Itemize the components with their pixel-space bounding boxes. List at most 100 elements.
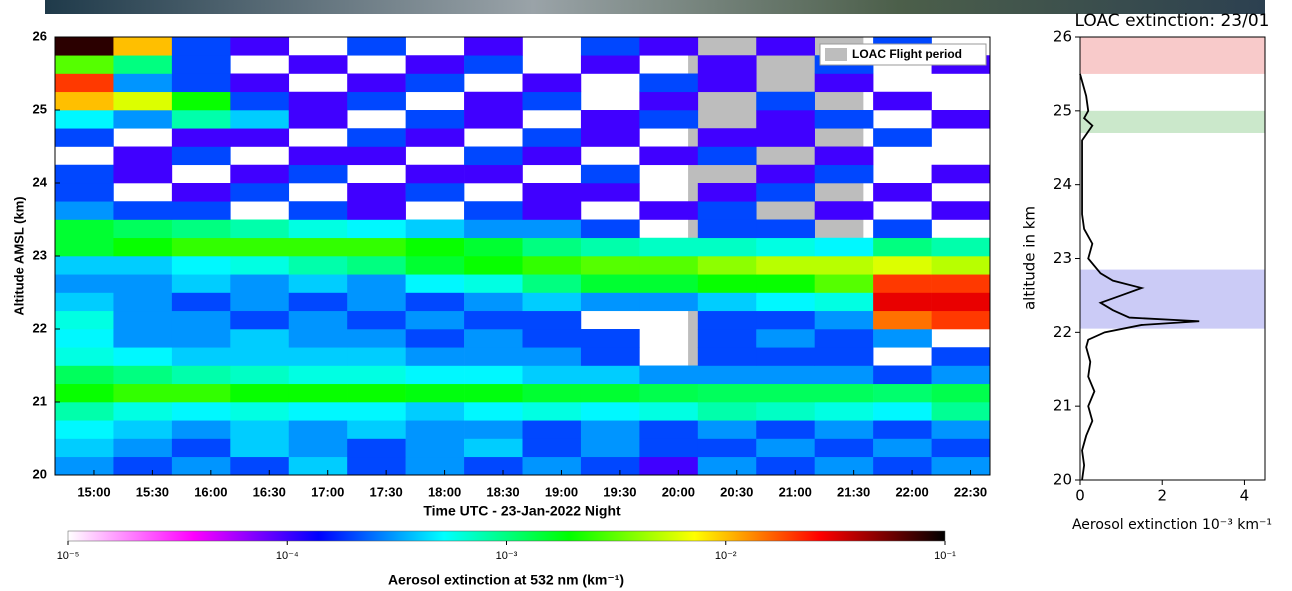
y-axis-label: altitude in km (1021, 206, 1039, 310)
heat-cell (347, 329, 406, 348)
heat-cell (580, 274, 640, 293)
heat-cell (288, 55, 348, 74)
x-tick-label: 17:30 (370, 484, 403, 499)
heat-cell (931, 292, 991, 312)
heat-cell (814, 274, 874, 293)
heat-cell (347, 146, 406, 166)
heat-cell (697, 438, 757, 458)
y-tick-label: 20 (1053, 471, 1072, 489)
y-tick-label: 22 (1053, 323, 1072, 341)
heat-cell (697, 456, 757, 476)
heat-cell (230, 110, 290, 129)
heat-cell (347, 256, 406, 275)
x-tick-label: 20:00 (662, 484, 695, 499)
profile-line (1079, 73, 1200, 481)
y-tick-label: 26 (33, 28, 47, 43)
heat-cell (814, 347, 874, 366)
heat-cell (405, 347, 465, 366)
heat-cell (522, 329, 582, 348)
heat-cell (171, 310, 231, 330)
heat-cell (347, 310, 406, 330)
heat-cell (814, 329, 874, 348)
legend-label: LOAC Flight period (852, 47, 962, 61)
heat-cell (931, 365, 991, 385)
heat-cell (171, 347, 231, 366)
heat-cell (756, 383, 815, 403)
heat-cell (873, 274, 932, 293)
y-tick-label: 25 (1053, 101, 1072, 119)
heat-cell (113, 438, 173, 458)
heat-cell (873, 383, 932, 403)
heat-cell (814, 110, 874, 129)
heat-cell (171, 183, 231, 202)
heat-cell (580, 456, 640, 476)
heat-cell (113, 37, 173, 56)
heat-cell (171, 402, 231, 421)
heat-cell (814, 365, 874, 385)
heat-cell (171, 91, 231, 111)
heat-cell (814, 402, 874, 421)
heat-cell (288, 110, 348, 129)
heat-cell (464, 91, 523, 111)
heat-cell (522, 347, 582, 366)
heat-cell (697, 274, 757, 293)
heat-cell (873, 292, 932, 312)
heat-cell (639, 73, 699, 93)
profile-panel: LOAC extinction: 23/01 altitude in km Ae… (1021, 11, 1273, 533)
heat-cell (171, 329, 231, 348)
heat-cell (639, 91, 699, 111)
heat-cell (756, 237, 815, 257)
heat-cell (873, 183, 932, 202)
heat-cell (55, 347, 114, 366)
heat-cell (230, 365, 290, 385)
heat-cell (814, 310, 874, 330)
heat-cell (230, 438, 290, 458)
heat-cell (464, 292, 523, 312)
heat-cell (55, 91, 114, 111)
heat-cell (464, 219, 523, 239)
heat-cell (55, 110, 114, 129)
heat-cell (522, 73, 582, 93)
heat-cell (230, 37, 290, 56)
heat-cell (756, 420, 815, 439)
heat-cell (55, 383, 114, 403)
heat-cell (347, 201, 406, 220)
heat-cell (288, 347, 348, 366)
x-tick-label: 21:00 (779, 484, 812, 499)
heat-cell (814, 164, 874, 184)
heat-cell (814, 237, 874, 257)
heat-cell (171, 292, 231, 312)
heat-cell (405, 55, 465, 74)
heat-cell (697, 183, 757, 202)
heat-cell (171, 128, 231, 147)
heat-cell (288, 256, 348, 275)
heat-cell (464, 146, 523, 166)
heat-cell (931, 256, 991, 275)
heat-cell (171, 456, 231, 476)
heat-cell (697, 420, 757, 439)
heat-cell (113, 219, 173, 239)
heat-cell (113, 310, 173, 330)
heat-cell (405, 256, 465, 275)
heat-cell (347, 237, 406, 257)
heat-cell (405, 110, 465, 129)
heat-cell (580, 256, 640, 275)
heat-cell (639, 37, 699, 56)
heat-cell (522, 274, 582, 293)
heat-cell (288, 420, 348, 439)
heat-cell (464, 310, 523, 330)
y-tick-label: 24 (1053, 175, 1072, 193)
x-tick-label: 15:30 (136, 484, 169, 499)
heat-cell (230, 91, 290, 111)
heat-cell (464, 55, 523, 74)
heat-cell (522, 237, 582, 257)
heat-cell (347, 347, 406, 366)
heat-cell (522, 219, 582, 239)
heat-cell (639, 365, 699, 385)
heat-cell (171, 219, 231, 239)
heat-cell (113, 55, 173, 74)
heat-cell (230, 274, 290, 293)
x-tick-label: 22:30 (954, 484, 987, 499)
x-tick-label: 22:00 (895, 484, 928, 499)
